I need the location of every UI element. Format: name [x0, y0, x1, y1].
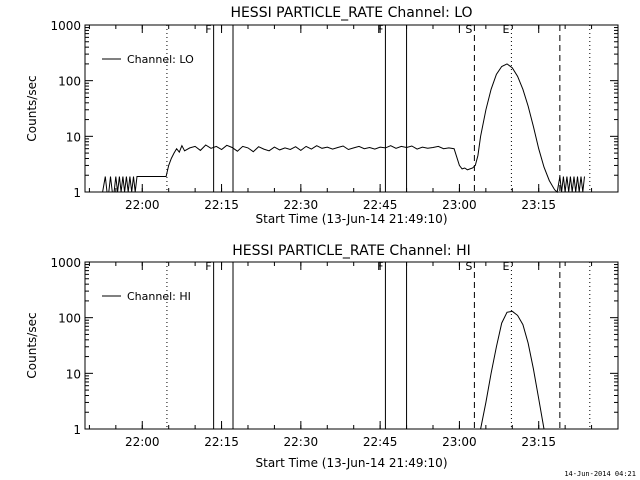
- event-marker-label: F: [205, 260, 211, 273]
- legend-label: Channel: HI: [127, 290, 191, 303]
- hi-channel-panel: HESSI PARTICLE_RATE Channel: HI 1 10 100 100…: [25, 243, 619, 470]
- plot-frame: [84, 24, 619, 193]
- event-marker-label: S: [465, 23, 472, 36]
- x-tick-label: 22:30: [284, 435, 319, 449]
- x-tick-label: 23:15: [521, 198, 556, 212]
- x-axis-label: Start Time (13-Jun-14 21:49:10): [256, 456, 448, 470]
- x-tick-label: 22:00: [125, 435, 160, 449]
- event-marker-label: S: [465, 260, 472, 273]
- y-tick-label: 100: [58, 312, 81, 326]
- event-marker-label: F: [377, 260, 383, 273]
- x-tick-label: 23:00: [442, 435, 477, 449]
- x-tick-label: 22:45: [363, 198, 398, 212]
- event-marker-label: F: [205, 23, 211, 36]
- series-line: [102, 63, 585, 193]
- x-tick-label: 23:00: [442, 198, 477, 212]
- y-tick-label: 10: [66, 130, 81, 144]
- lo-channel-panel: HESSI PARTICLE_RATE Channel: LO 1 10 100 100…: [25, 5, 619, 226]
- x-tick-label: 22:00: [125, 198, 160, 212]
- chart-title: HESSI PARTICLE_RATE Channel: HI: [232, 243, 470, 259]
- x-axis-label: Start Time (13-Jun-14 21:49:10): [256, 212, 448, 226]
- y-tick-label: 1000: [50, 256, 81, 270]
- series-line: [480, 310, 545, 430]
- legend-label: Channel: LO: [127, 53, 194, 66]
- y-axis-label: Counts/sec: [25, 312, 39, 378]
- x-tick-label: 22:15: [204, 198, 239, 212]
- y-tick-label: 10: [66, 367, 81, 381]
- chart-title: HESSI PARTICLE_RATE Channel: LO: [230, 5, 472, 21]
- y-tick-label: 100: [58, 75, 81, 89]
- event-marker-label: F: [377, 23, 383, 36]
- y-axis-label: Counts/sec: [25, 75, 39, 141]
- x-tick-label: 23:15: [521, 435, 556, 449]
- event-marker-label: E: [502, 23, 509, 36]
- event-marker-label: E: [502, 260, 509, 273]
- footer-date: 14-Jun-2014 04:21: [564, 470, 636, 478]
- x-tick-label: 22:30: [284, 198, 319, 212]
- y-tick-label: 1: [73, 423, 81, 437]
- plot-frame: [84, 261, 619, 430]
- x-tick-label: 22:45: [363, 435, 398, 449]
- y-tick-label: 1: [73, 186, 81, 200]
- x-tick-label: 22:15: [204, 435, 239, 449]
- y-tick-label: 1000: [50, 19, 81, 33]
